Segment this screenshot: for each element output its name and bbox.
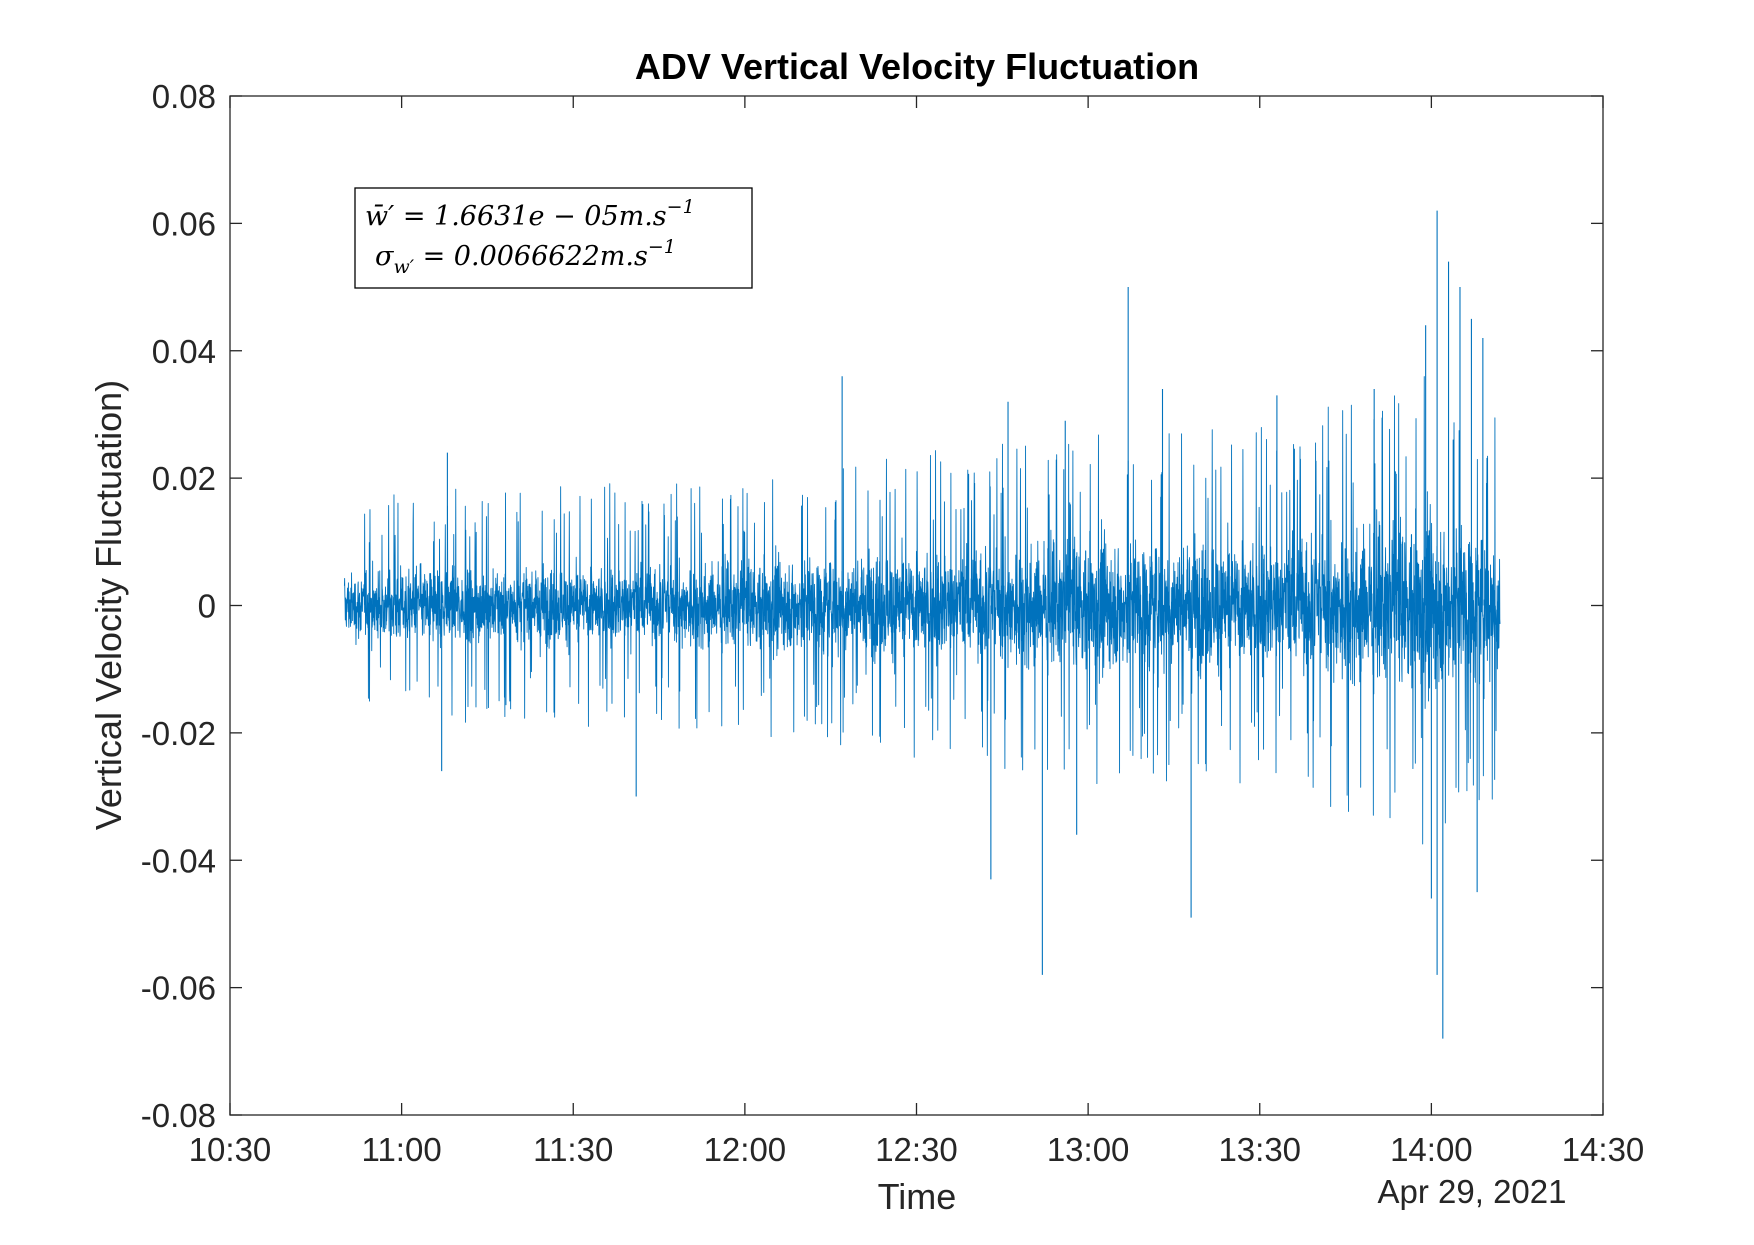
series-trace — [343, 376, 1501, 845]
std-annotation-exponent: −1 — [648, 236, 676, 258]
x-tick-label: 12:00 — [704, 1131, 787, 1168]
y-tick-label: 0.02 — [152, 460, 216, 497]
std-annotation-text: = 0.0066622m.s — [414, 241, 648, 272]
y-tick-label: -0.08 — [141, 1097, 216, 1134]
y-tick-label: 0 — [198, 588, 216, 625]
y-tick-label: -0.02 — [141, 715, 216, 752]
y-tick-label: 0.04 — [152, 333, 216, 370]
x-axis-title: Time — [878, 1176, 957, 1217]
mean-annotation: w̄′ = 1.6631e − 05m.s−1 — [365, 196, 695, 232]
y-tick-label: -0.06 — [141, 970, 216, 1007]
x-axis-date-label: Apr 29, 2021 — [1378, 1173, 1567, 1210]
x-tick-label: 13:30 — [1218, 1131, 1301, 1168]
x-tick-label: 14:30 — [1562, 1131, 1645, 1168]
chart-title: ADV Vertical Velocity Fluctuation — [635, 46, 1199, 87]
x-tick-label: 11:30 — [533, 1131, 613, 1168]
std-annotation-subscript: w′ — [393, 256, 414, 278]
stats-annotation: w̄′ = 1.6631e − 05m.s−1 σw′ = 0.0066622m… — [354, 187, 753, 289]
x-tick-label: 10:30 — [189, 1131, 272, 1168]
x-tick-label: 11:00 — [362, 1131, 442, 1168]
mean-annotation-exponent: −1 — [667, 196, 695, 218]
x-tick-label: 13:00 — [1047, 1131, 1130, 1168]
y-tick-group: 0.08 0.06 0.04 0.02 0 -0.02 -0.04 -0.06 -0.08 — [141, 78, 1603, 1134]
y-tick-label: -0.04 — [141, 842, 216, 879]
y-tick-label: 0.08 — [152, 78, 216, 115]
mean-annotation-text: w̄′ = 1.6631e − 05m.s — [365, 201, 667, 232]
x-tick-label: 12:30 — [875, 1131, 958, 1168]
data-trace-group — [343, 210, 1501, 1039]
std-annotation-symbol: σ — [375, 241, 395, 272]
stats-annotation-box — [354, 187, 753, 289]
y-axis-title: Vertical Velocity Fluctuation) — [88, 380, 129, 830]
x-tick-label: 14:00 — [1390, 1131, 1473, 1168]
y-tick-label: 0.06 — [152, 205, 216, 242]
std-annotation: σw′ = 0.0066622m.s−1 — [375, 236, 676, 278]
x-tick-group: 10:30 11:00 11:30 12:00 12:30 13:00 13:30 14:00… — [189, 96, 1645, 1168]
